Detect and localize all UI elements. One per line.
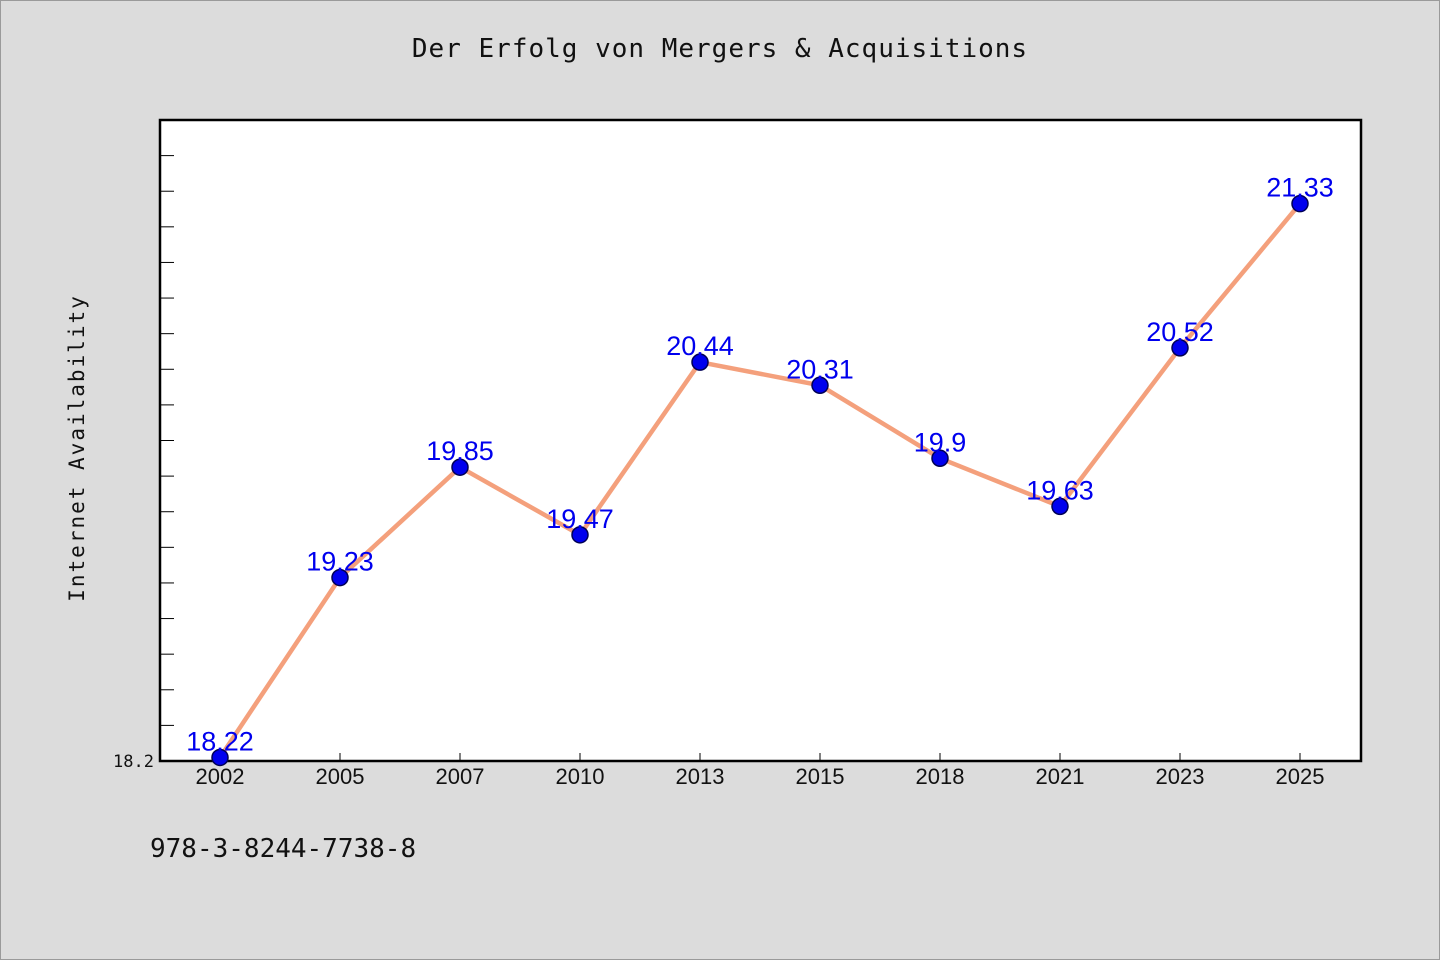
data-label: 19.47 <box>546 504 614 534</box>
x-tick-label: 2002 <box>196 764 245 789</box>
footnote: 978-3-8244-7738-8 <box>150 834 417 864</box>
chart-title: Der Erfolg von Mergers & Acquisitions <box>411 34 1029 64</box>
data-point <box>811 376 829 395</box>
data-label: 19.9 <box>914 427 967 457</box>
x-tick-label: 2015 <box>796 764 845 789</box>
x-tick-label: 2013 <box>676 764 725 789</box>
data-label: 21.33 <box>1266 173 1334 203</box>
x-tick-label: 2010 <box>556 764 605 789</box>
data-point <box>331 568 349 587</box>
data-point <box>451 458 469 476</box>
data-point <box>1171 339 1189 357</box>
data-labels: 18.22 19.23 19.85 19.47 20.44 20.31 19.9 19.63 2… <box>186 173 1334 757</box>
y-tick-label: 18.2 <box>113 752 154 772</box>
y-axis-ticks: 18.2 <box>113 155 174 772</box>
data-label: 20.31 <box>786 354 854 384</box>
data-label: 19.23 <box>306 547 374 577</box>
x-tick-label: 2007 <box>436 764 485 789</box>
plot-area <box>158 118 1363 763</box>
data-label: 19.63 <box>1026 475 1094 505</box>
data-label: 20.52 <box>1146 317 1214 347</box>
data-label: 18.22 <box>186 726 254 756</box>
x-tick-label: 2021 <box>1036 764 1085 789</box>
data-point <box>1291 194 1309 213</box>
x-tick-label: 2005 <box>316 764 365 789</box>
data-point <box>211 748 229 767</box>
series-line-group <box>217 201 1303 760</box>
series-line <box>217 201 1303 760</box>
x-tick-label: 2025 <box>1276 764 1325 789</box>
data-label: 20.44 <box>666 331 734 361</box>
x-axis-ticks: 2002 2005 2007 2010 2013 2015 2018 2021 2023 2025 <box>196 753 1325 789</box>
data-points <box>211 194 1309 767</box>
data-point <box>1051 497 1069 516</box>
data-label: 19.85 <box>426 436 494 466</box>
data-point <box>571 526 589 544</box>
x-tick-label: 2018 <box>916 764 965 789</box>
data-point <box>931 449 949 468</box>
x-tick-label: 2023 <box>1156 764 1205 789</box>
data-point <box>691 353 709 371</box>
